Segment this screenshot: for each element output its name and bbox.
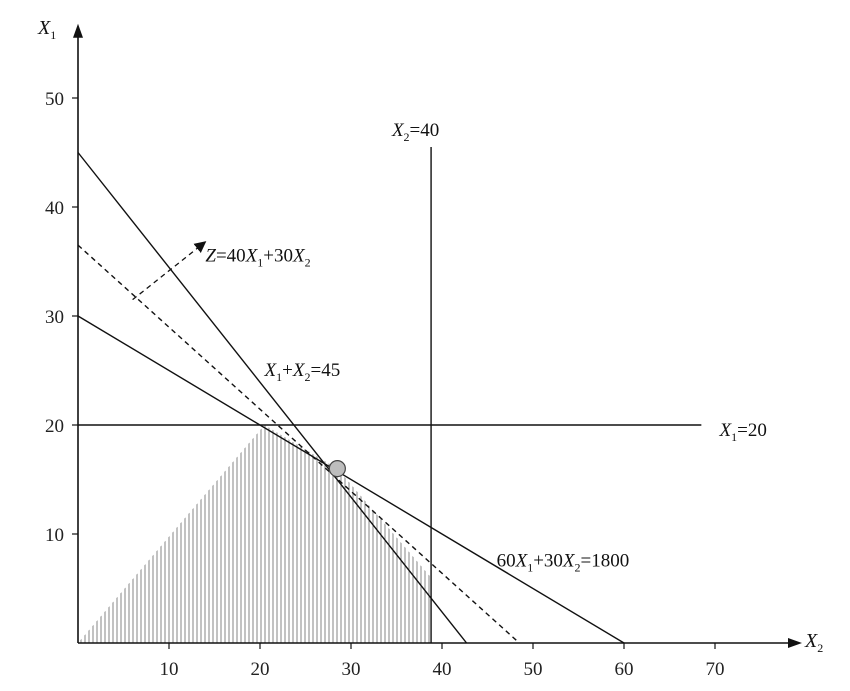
feasible-region	[78, 425, 432, 643]
x-tick-label: 40	[433, 659, 452, 680]
annotation-labor: 60X1​+30X2​=1800	[497, 551, 630, 575]
x-axis-arrow	[788, 638, 802, 648]
y-axis-title: X1​	[37, 17, 56, 42]
annotation-objective: Z=40X1​+30X2​	[205, 246, 310, 270]
x-tick-label: 60	[615, 659, 634, 680]
objective-line	[77, 244, 520, 644]
annotation-x2cap: X2​=40	[391, 120, 439, 144]
objective-direction-arrow	[132, 241, 207, 301]
optimal-point	[328, 460, 346, 478]
annotation-x1cap: X1​=20	[719, 420, 767, 444]
y-tick-label: 30	[45, 307, 64, 328]
x-tick-label: 20	[251, 659, 270, 680]
y-tick-label: 20	[45, 416, 64, 437]
constraint-lines	[77, 147, 702, 644]
constraint-line-1	[77, 315, 625, 644]
constraint-line-2	[77, 152, 468, 644]
y-tick-label: 10	[45, 525, 64, 546]
x-tick-label: 30	[342, 659, 361, 680]
x-tick-label: 10	[160, 659, 179, 680]
annotation-sum: X1​+X2​=45	[264, 360, 341, 384]
y-tick-label: 40	[45, 198, 64, 219]
x-tick-label: 50	[524, 659, 543, 680]
y-tick-label: 50	[45, 89, 64, 110]
x-axis-title: X2​	[804, 630, 823, 655]
annotations: Z=40X1​+30X2​ X1​+X2​=45 X2​=40 X1​=20 60X1​…	[205, 120, 766, 575]
x-tick-label: 70	[706, 659, 725, 680]
axis-ticks: 10 20 30 40 50 60 70 10 20 30 40 50	[45, 89, 725, 680]
y-axis-arrow	[73, 23, 83, 38]
